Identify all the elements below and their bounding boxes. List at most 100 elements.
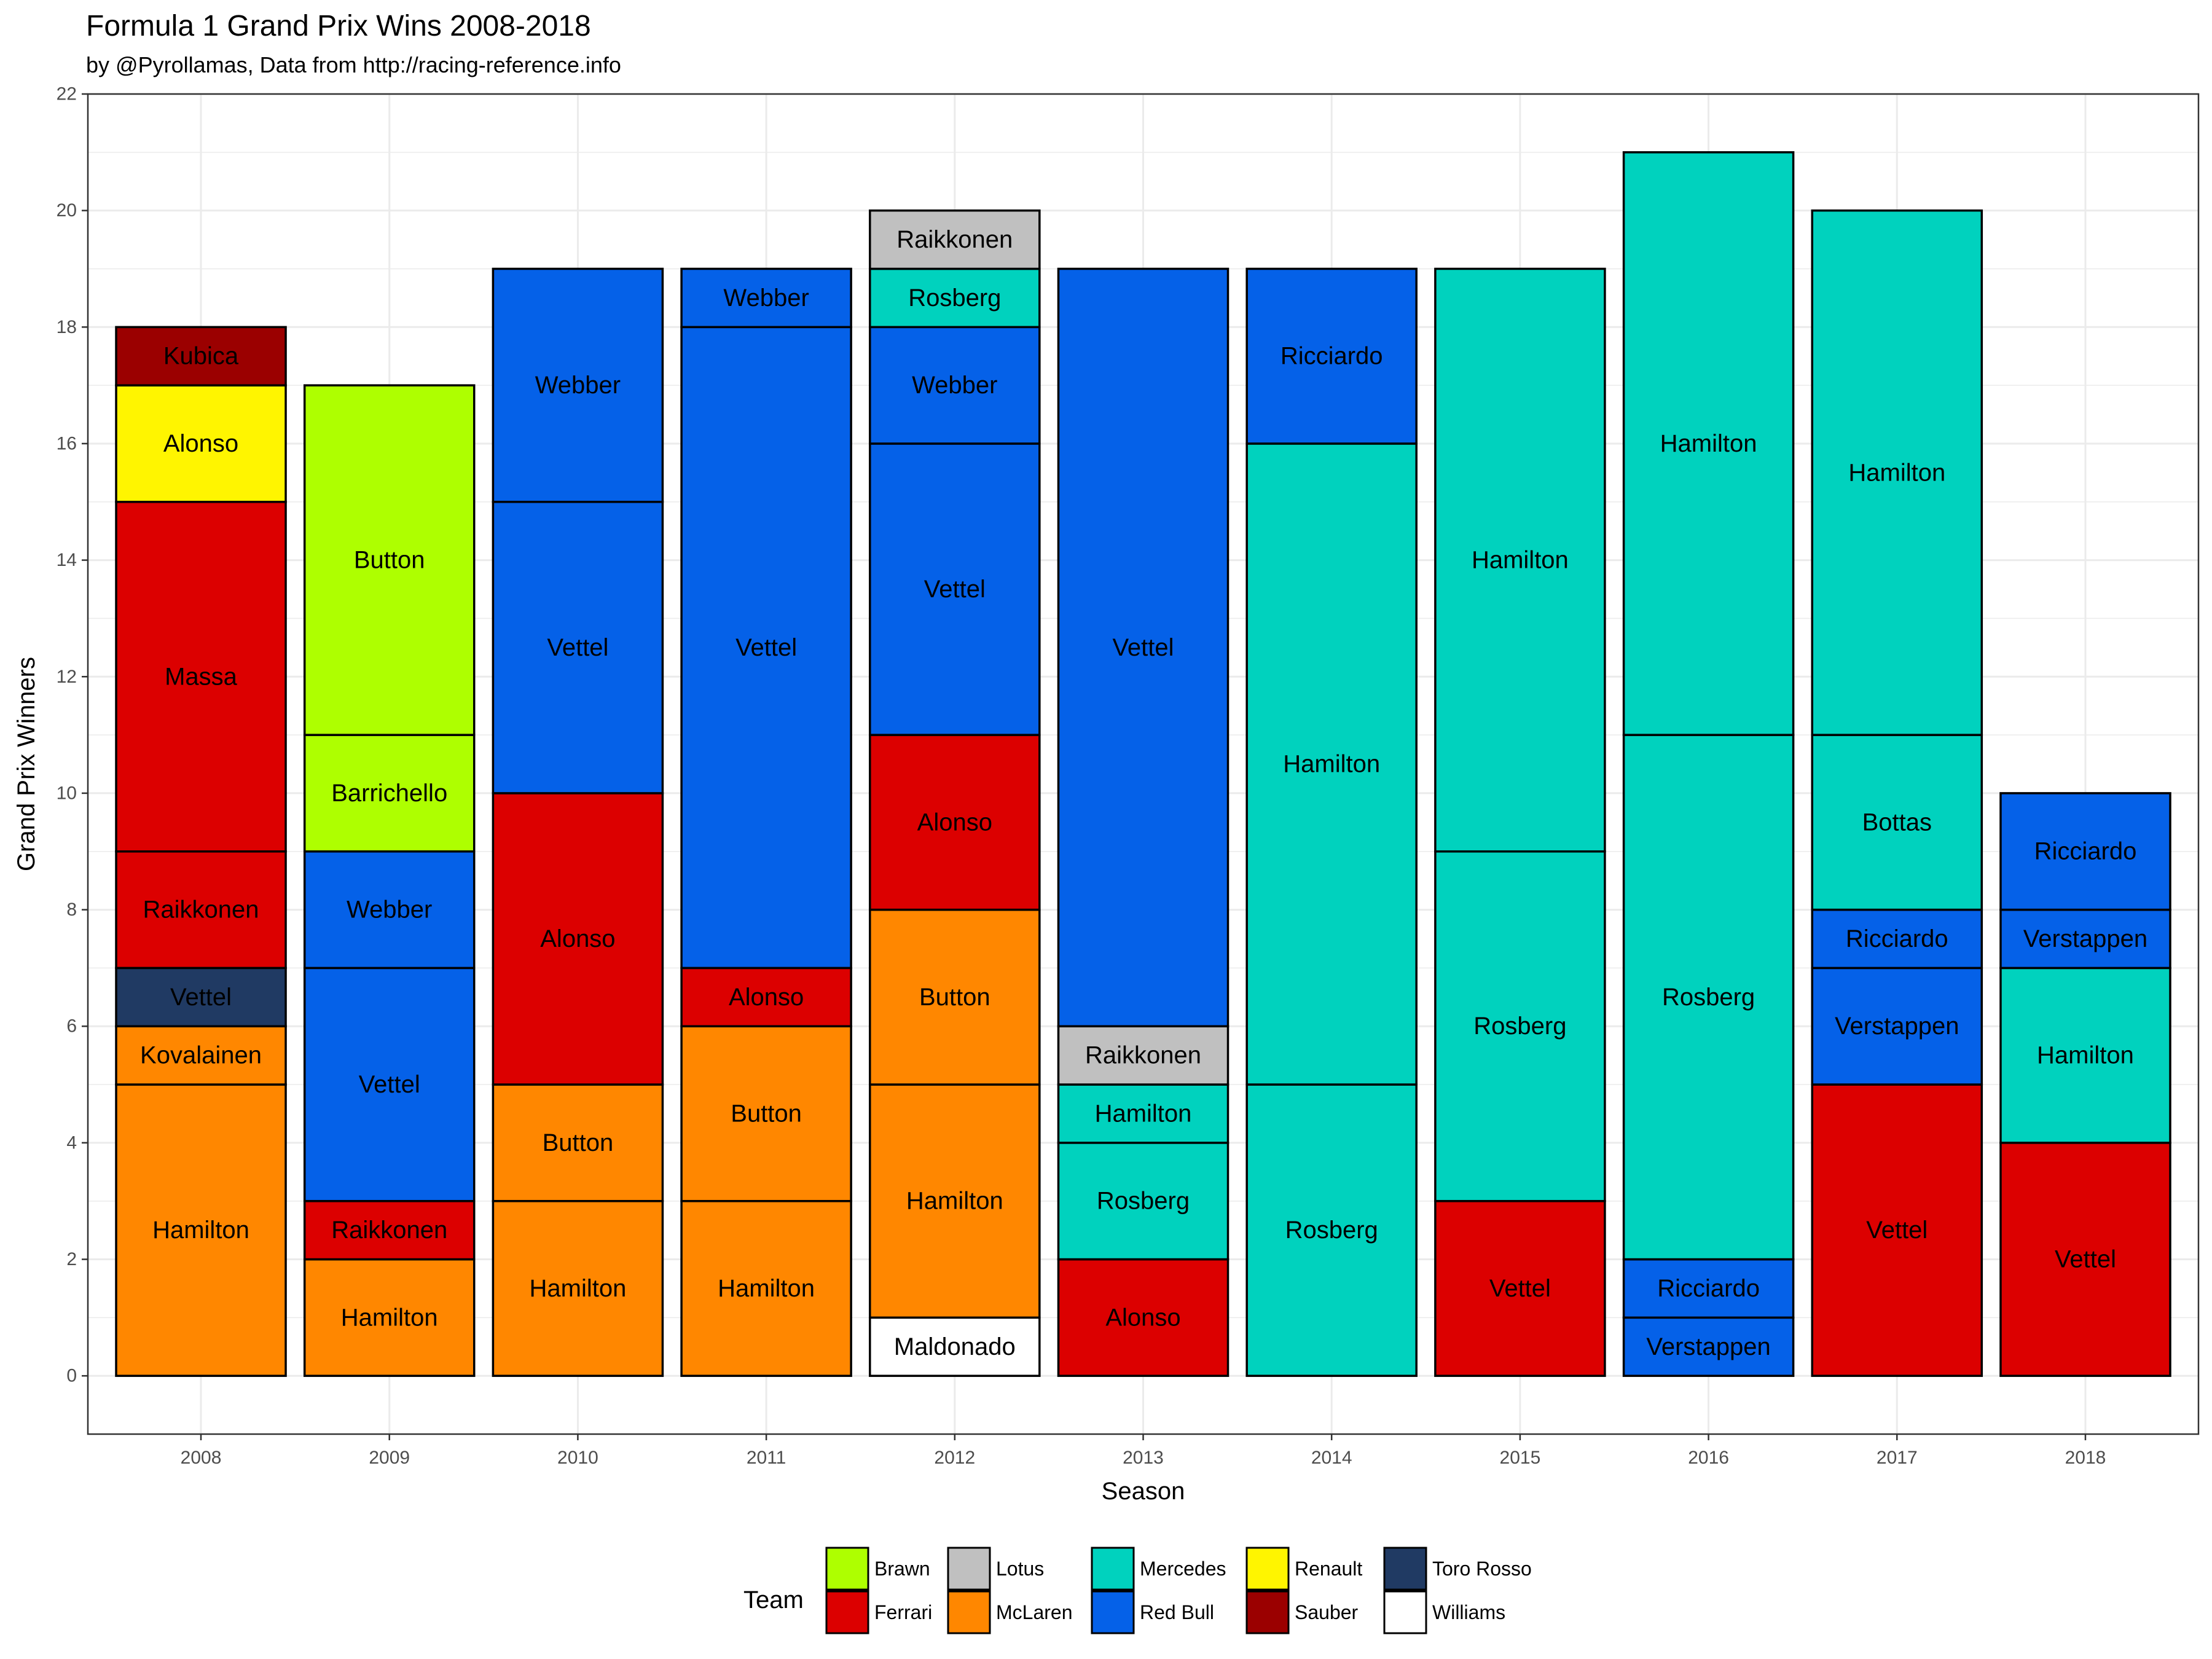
bar-segment	[115, 501, 287, 853]
legend-key	[947, 1547, 991, 1591]
segment-label: Hamilton	[2037, 1042, 2134, 1069]
y-tick-label: 22	[57, 84, 77, 104]
bar-segment	[680, 326, 852, 970]
bar-segment	[1245, 442, 1418, 1086]
segment-label: Ricciardo	[1657, 1275, 1760, 1302]
y-tick-label: 10	[57, 783, 77, 803]
y-tick-label: 20	[57, 200, 77, 221]
segment-label: Webber	[347, 896, 432, 924]
segment-label: Rosberg	[908, 284, 1001, 312]
y-axis: 0 2 4 6 8 10 12 14 16 18 20 22	[57, 84, 88, 1386]
chart-subtitle: by @Pyrollamas, Data from http://racing-…	[86, 52, 621, 77]
bar-segment	[115, 1025, 287, 1086]
segment-label: Vettel	[547, 634, 608, 661]
legend-key	[1383, 1547, 1427, 1591]
segment-label: Alonso	[540, 925, 615, 952]
y-tick-label: 6	[66, 1016, 77, 1037]
segment-label: Hamilton	[341, 1304, 438, 1331]
segment-label: Vettel	[170, 984, 232, 1011]
segment-label: Kovalainen	[140, 1042, 262, 1069]
bar-segment	[869, 734, 1041, 911]
x-tick-label: 2017	[1877, 1448, 1918, 1468]
bar-segment	[1057, 267, 1230, 1027]
segment-label: Hamilton	[152, 1217, 249, 1244]
segment-label: Ricciardo	[1281, 343, 1383, 370]
bar-segment	[1999, 908, 2171, 970]
legend: Team Brawn Ferrari Lotus McLaren Mercedes Red…	[743, 1547, 1532, 1634]
segment-label: Button	[731, 1100, 802, 1127]
bar-segment	[115, 384, 287, 503]
segment-label: Hamilton	[718, 1275, 815, 1302]
legend-label: Red Bull	[1140, 1601, 1214, 1623]
bar-segment	[869, 267, 1041, 329]
segment-label: Hamilton	[1283, 751, 1380, 778]
bar-segment	[1999, 1142, 2171, 1377]
bar-segment	[1434, 267, 1606, 853]
legend-label: Lotus	[996, 1558, 1044, 1580]
segment-label: Webber	[723, 284, 809, 312]
x-tick-label: 2011	[747, 1448, 786, 1468]
segment-label: Button	[543, 1129, 614, 1156]
x-tick-label: 2008	[181, 1448, 222, 1468]
bar-segment	[680, 1199, 852, 1377]
legend-key	[1091, 1547, 1135, 1591]
legend-key	[1245, 1590, 1290, 1634]
bar-segment	[680, 267, 852, 329]
x-tick-label: 2014	[1311, 1448, 1352, 1468]
segment-label: Raikkonen	[143, 896, 259, 924]
legend-label: McLaren	[996, 1601, 1073, 1623]
bar-segment	[1811, 967, 1983, 1086]
segment-label: Raikkonen	[896, 226, 1013, 253]
legend-key	[825, 1590, 869, 1634]
bars	[115, 151, 2171, 1377]
segment-label: Vettel	[1866, 1217, 1928, 1244]
segment-label: Kubica	[163, 343, 239, 370]
segment-label: Barrichello	[331, 780, 447, 807]
y-tick-label: 2	[66, 1249, 77, 1269]
segment-label: Alonso	[163, 430, 238, 457]
legend-label: Renault	[1295, 1558, 1362, 1580]
segment-label: Hamilton	[1660, 430, 1757, 457]
bar-segment	[1811, 1083, 1983, 1377]
y-tick-label: 12	[57, 667, 77, 687]
x-tick-label: 2010	[557, 1448, 598, 1468]
x-tick-label: 2015	[1500, 1448, 1541, 1468]
bar-segment	[680, 967, 852, 1027]
segment-label: Alonso	[917, 809, 992, 836]
bar-segment	[303, 734, 476, 853]
segment-label: Button	[919, 984, 990, 1011]
bar-segment	[869, 442, 1041, 736]
bar-segment	[303, 384, 476, 736]
legend-label: Sauber	[1295, 1601, 1359, 1623]
segment-label: Vettel	[1489, 1275, 1551, 1302]
segment-label: Maldonado	[894, 1333, 1016, 1360]
bar-segment	[1057, 1083, 1230, 1144]
segment-label: Rosberg	[1097, 1188, 1190, 1215]
bar-segment	[869, 908, 1041, 1086]
segment-labels: Hamilton Kovalainen Vettel Raikkonen Massa Al…	[140, 226, 2147, 1360]
legend-label: Williams	[1432, 1601, 1505, 1623]
segment-label: Hamilton	[1472, 547, 1569, 574]
segment-label: Verstappen	[1646, 1333, 1770, 1360]
y-tick-label: 4	[66, 1132, 77, 1153]
segment-label: Vettel	[2055, 1246, 2116, 1273]
bar-segment	[1434, 850, 1606, 1202]
segment-label: Massa	[165, 663, 238, 690]
segment-label: Button	[354, 547, 425, 574]
segment-label: Ricciardo	[1846, 925, 1948, 952]
bar-segment	[303, 1199, 476, 1261]
segment-label: Hamilton	[1095, 1100, 1192, 1127]
bar-segment	[115, 850, 287, 970]
bar-segment	[680, 1025, 852, 1202]
bar-segment	[492, 792, 664, 1086]
segment-label: Hamilton	[1848, 459, 1945, 486]
bar-segment	[303, 967, 476, 1202]
segment-label: Verstappen	[1835, 1013, 1959, 1040]
bar-segment	[1622, 1316, 1795, 1377]
segment-label: Hamilton	[906, 1188, 1003, 1215]
segment-label: Vettel	[924, 576, 986, 603]
y-tick-label: 16	[57, 433, 77, 453]
segment-label: Hamilton	[529, 1275, 626, 1302]
segment-label: Vettel	[359, 1071, 420, 1098]
